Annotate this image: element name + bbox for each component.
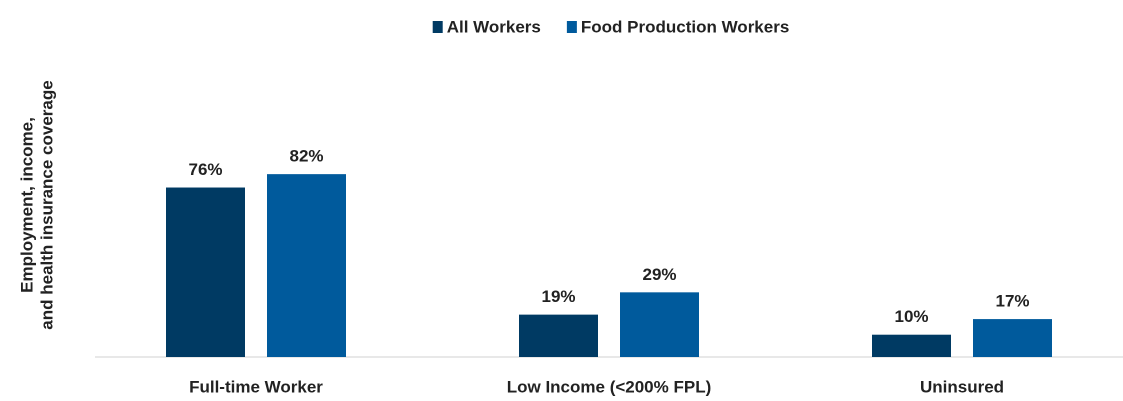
- bar: [620, 292, 699, 357]
- legend-swatch: [566, 21, 577, 33]
- value-label: 19%: [541, 287, 575, 306]
- value-label: 17%: [995, 292, 1029, 311]
- bar: [519, 314, 598, 357]
- bar: [872, 334, 951, 357]
- bar: [166, 187, 245, 357]
- y-axis-title-line: and health insurance coverage: [37, 80, 56, 329]
- bar: [267, 174, 346, 357]
- legend-swatch: [432, 21, 443, 33]
- x-tick-label: Low Income (<200% FPL): [507, 377, 712, 396]
- y-axis-title: Employment, income, and health insurance…: [17, 80, 56, 329]
- x-tick-label: Uninsured: [920, 377, 1004, 396]
- value-label: 10%: [894, 307, 928, 326]
- bar: [973, 319, 1052, 357]
- y-axis-title-line: Employment, income,: [17, 117, 36, 293]
- value-label: 29%: [642, 265, 676, 284]
- x-tick-label: Full-time Worker: [189, 377, 323, 396]
- legend-label: Food Production Workers: [581, 17, 789, 36]
- legend-label: All Workers: [447, 17, 541, 36]
- value-label: 82%: [289, 147, 323, 166]
- legend: All Workers Food Production Workers: [432, 17, 789, 36]
- value-label: 76%: [188, 160, 222, 179]
